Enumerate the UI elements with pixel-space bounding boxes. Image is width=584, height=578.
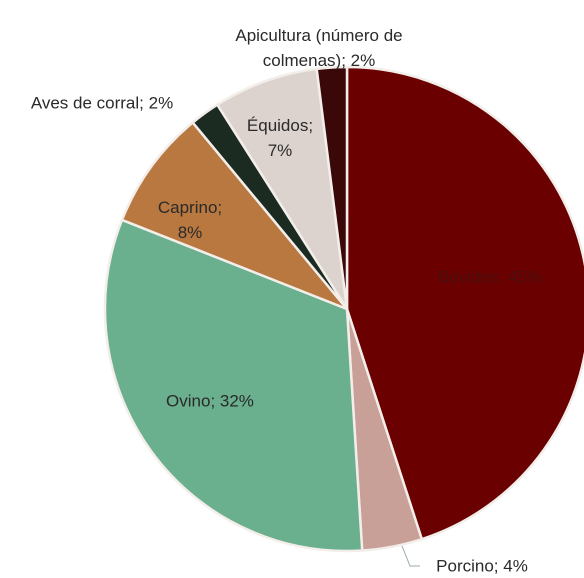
pie-slice [345,65,584,541]
leader-line [401,545,420,567]
pie-slice [103,218,364,553]
data-label: Aves de corral; 2% [30,93,174,113]
data-label: Bóvidos; 45% [438,267,542,287]
data-label: Équidos; 7% [246,116,314,160]
pie-slice [315,65,349,310]
pie-slice [215,67,349,310]
pie-slice [120,120,348,311]
data-label: Apicultura (número de colmenas); 2% [235,26,403,70]
data-label: Caprino; 8% [157,198,223,242]
data-label: Porcino; 4% [436,556,528,576]
data-label: Ovino; 32% [166,391,254,411]
